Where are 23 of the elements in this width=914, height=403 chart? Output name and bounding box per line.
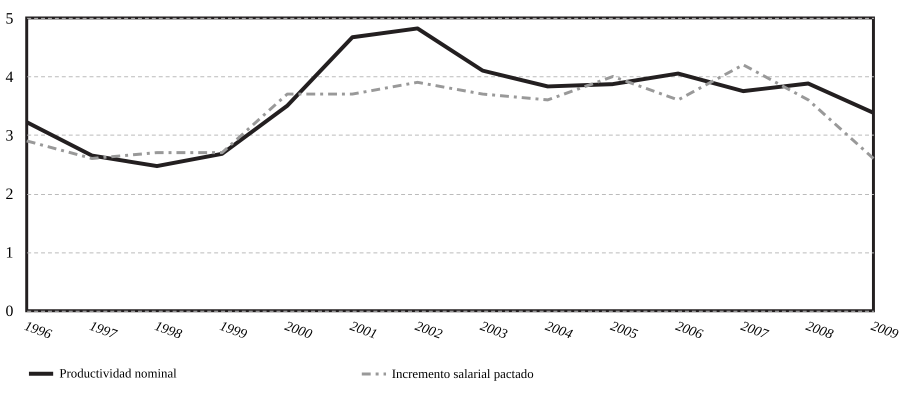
x-tick-label: 2006	[674, 318, 705, 342]
y-tick-label: 3	[5, 127, 14, 144]
x-tick-label: 2004	[544, 318, 575, 342]
y-tick-label: 1	[5, 244, 14, 262]
x-tick-label: 2009	[869, 318, 900, 342]
y-tick-label: 2	[5, 186, 14, 204]
x-tick-label: 2000	[282, 318, 314, 342]
y-tick-label: 5	[5, 10, 14, 28]
x-tick-label: 1998	[152, 318, 184, 342]
x-tick-label: 1997	[88, 318, 120, 342]
x-tick-label: 2008	[804, 318, 836, 342]
x-tick-label: 2002	[413, 318, 444, 342]
legend-label: Incremento salarial pactado	[392, 366, 534, 381]
x-tick-label: 1999	[218, 318, 250, 342]
x-tick-label: 2001	[348, 318, 380, 342]
x-tick-label: 2007	[738, 318, 772, 342]
line-series	[25, 63, 875, 160]
y-tick-label: 4	[5, 68, 14, 86]
y-tick-label: 0	[5, 303, 14, 320]
x-tick-label: 2005	[608, 318, 640, 342]
x-tick-label: 2003	[478, 318, 510, 342]
legend-label: Productividad nominal	[59, 366, 178, 381]
x-tick-label: 1996	[22, 318, 54, 342]
